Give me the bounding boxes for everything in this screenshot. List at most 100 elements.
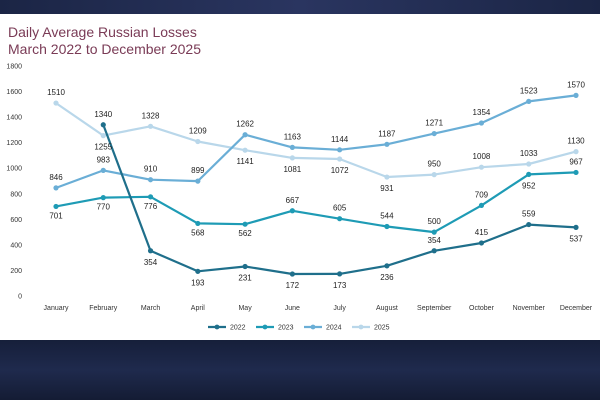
data-label-2022: 354 bbox=[428, 236, 442, 245]
data-point-2024 bbox=[431, 130, 437, 137]
x-tick-label: February bbox=[89, 305, 118, 312]
data-point-2022 bbox=[195, 268, 201, 274]
data-point-2023 bbox=[384, 223, 390, 230]
top-background-band bbox=[0, 0, 600, 14]
data-label-2023: 605 bbox=[333, 204, 347, 213]
x-tick-label: July bbox=[333, 305, 346, 312]
data-label-2024: 1187 bbox=[378, 129, 396, 138]
data-point-2024 bbox=[573, 92, 579, 98]
series-line-2025 bbox=[55, 102, 577, 179]
data-label-2024: 1144 bbox=[331, 135, 349, 144]
data-point-2024 bbox=[53, 185, 59, 191]
data-point-2025 bbox=[147, 123, 154, 129]
data-label-2025: 1255 bbox=[94, 143, 112, 152]
data-point-2025 bbox=[573, 149, 579, 155]
data-point-2024 bbox=[384, 141, 390, 147]
data-point-2023 bbox=[100, 195, 106, 201]
y-tick-label: 1400 bbox=[6, 115, 22, 122]
legend-marker-2025 bbox=[358, 324, 364, 330]
x-tick-label: September bbox=[417, 305, 452, 312]
legend-marker-2023 bbox=[262, 324, 268, 330]
data-point-2022 bbox=[100, 122, 106, 128]
y-tick-label: 1200 bbox=[6, 140, 22, 147]
y-tick-label: 1800 bbox=[6, 64, 22, 71]
data-point-2023 bbox=[337, 216, 343, 222]
legend-label-2022: 2022 bbox=[230, 325, 246, 332]
data-point-2022 bbox=[242, 263, 248, 270]
data-label-2025: 1328 bbox=[142, 111, 160, 120]
data-point-2025 bbox=[53, 100, 59, 106]
data-label-2022: 354 bbox=[144, 258, 158, 267]
chart-card: Daily Average Russian Losses March 2022 … bbox=[0, 14, 600, 340]
data-point-2025 bbox=[100, 133, 106, 139]
data-point-2024 bbox=[242, 132, 248, 138]
data-label-2023: 770 bbox=[97, 203, 111, 212]
data-label-2025: 1510 bbox=[47, 88, 65, 97]
data-label-2024: 1354 bbox=[473, 108, 491, 117]
data-label-2022: 415 bbox=[475, 228, 489, 237]
data-label-2023: 568 bbox=[191, 228, 205, 237]
data-label-2024: 910 bbox=[144, 165, 158, 174]
data-label-2022: 231 bbox=[238, 273, 252, 282]
y-tick-label: 200 bbox=[10, 268, 22, 275]
data-label-2023: 967 bbox=[569, 157, 583, 166]
data-label-2023: 562 bbox=[238, 229, 252, 238]
data-point-2025 bbox=[289, 155, 295, 161]
chart-subtitle: March 2022 to December 2025 bbox=[8, 41, 201, 57]
legend-label-2024: 2024 bbox=[326, 325, 342, 332]
data-label-2025: 1209 bbox=[189, 127, 207, 136]
x-tick-label: April bbox=[191, 305, 205, 312]
data-point-2023 bbox=[289, 208, 295, 214]
data-point-2023 bbox=[526, 171, 532, 177]
y-tick-label: 800 bbox=[10, 191, 22, 198]
data-point-2024 bbox=[478, 120, 485, 126]
data-point-2024 bbox=[289, 144, 295, 150]
data-label-2025: 1141 bbox=[236, 157, 254, 166]
data-point-2022 bbox=[573, 224, 579, 230]
data-point-2022 bbox=[478, 240, 485, 246]
data-label-2024: 1523 bbox=[520, 86, 538, 95]
data-label-2024: 846 bbox=[49, 173, 63, 182]
data-point-2024 bbox=[195, 178, 201, 184]
data-point-2022 bbox=[431, 248, 437, 254]
data-label-2022: 537 bbox=[569, 234, 583, 243]
legend-label-2023: 2023 bbox=[278, 325, 294, 332]
y-tick-label: 600 bbox=[10, 217, 22, 224]
series-line-2023 bbox=[55, 171, 577, 234]
data-point-2024 bbox=[100, 167, 106, 173]
data-point-2023 bbox=[53, 203, 59, 210]
data-label-2023: 709 bbox=[475, 190, 489, 199]
chart-title: Daily Average Russian Losses bbox=[8, 24, 197, 40]
data-point-2025 bbox=[478, 164, 485, 170]
data-point-2023 bbox=[478, 202, 485, 209]
data-point-2025 bbox=[337, 156, 343, 162]
data-label-2023: 701 bbox=[49, 211, 63, 220]
data-label-2025: 1072 bbox=[331, 166, 349, 175]
y-tick-label: 400 bbox=[10, 242, 22, 249]
y-tick-label: 1000 bbox=[6, 166, 22, 173]
x-tick-label: June bbox=[285, 305, 300, 312]
data-point-2022 bbox=[337, 271, 343, 277]
data-point-2025 bbox=[431, 172, 437, 178]
legend-marker-2024 bbox=[310, 324, 316, 330]
x-tick-label: May bbox=[238, 305, 252, 312]
series-line-2024 bbox=[55, 94, 577, 189]
x-tick-label: August bbox=[376, 305, 398, 312]
data-label-2022: 236 bbox=[380, 273, 394, 282]
data-point-2025 bbox=[526, 161, 532, 167]
data-label-2022: 559 bbox=[522, 210, 536, 219]
data-point-2022 bbox=[147, 248, 154, 254]
data-label-2023: 544 bbox=[380, 211, 394, 220]
data-label-2022: 1340 bbox=[94, 110, 112, 119]
bottom-background-band bbox=[0, 340, 600, 400]
data-point-2024 bbox=[147, 177, 154, 183]
x-tick-label: November bbox=[513, 305, 546, 312]
x-tick-label: March bbox=[141, 305, 161, 312]
data-point-2023 bbox=[242, 221, 248, 227]
legend-label-2025: 2025 bbox=[374, 325, 390, 332]
data-label-2023: 667 bbox=[286, 196, 300, 205]
x-tick-label: October bbox=[469, 305, 495, 312]
data-point-2023 bbox=[431, 229, 437, 235]
legend-marker-2022 bbox=[214, 324, 220, 330]
y-tick-label: 0 bbox=[18, 294, 22, 301]
